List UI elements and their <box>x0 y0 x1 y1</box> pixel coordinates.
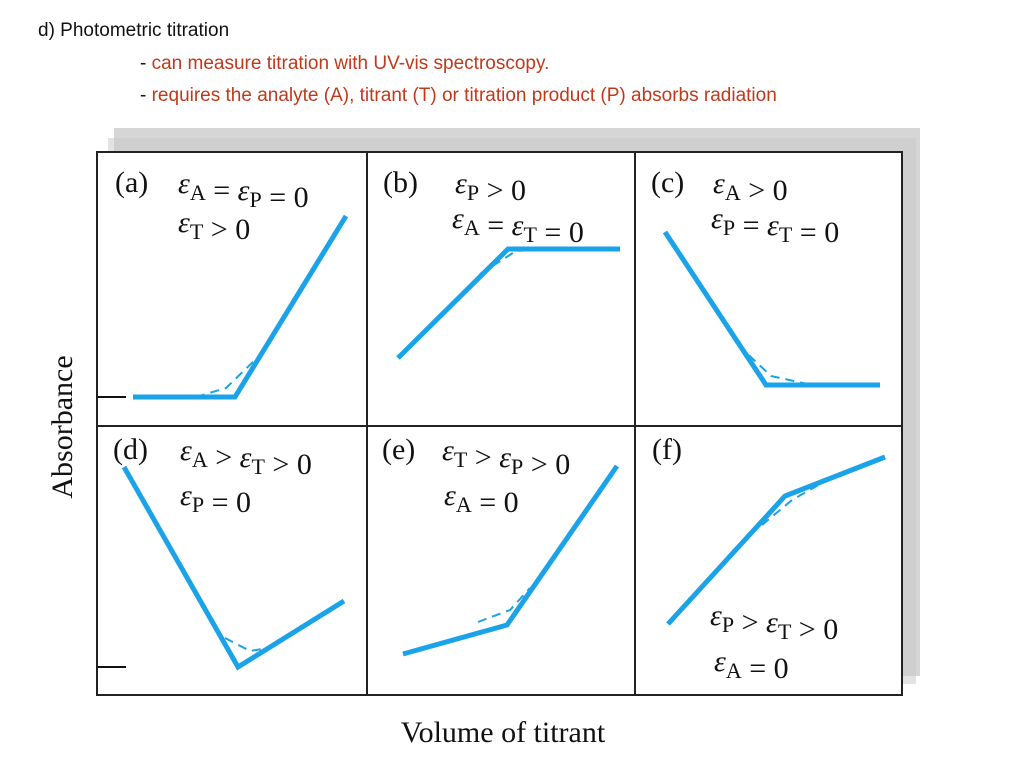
epsilon-symbol: ε <box>178 206 190 239</box>
condition-operator: > 0 <box>265 448 312 481</box>
panel-condition-d: εA > εT > 0 <box>180 434 312 481</box>
epsilon-subscript: A <box>192 447 208 472</box>
epsilon-symbol: ε <box>710 599 722 632</box>
titration-curve-a <box>133 214 349 400</box>
condition-operator: > 0 <box>479 174 526 207</box>
panel-condition-f: εA = 0 <box>714 645 789 685</box>
panel-condition-e: εT > εP > 0 <box>442 434 570 481</box>
condition-operator: > 0 <box>203 213 250 246</box>
condition-operator: = 0 <box>537 216 584 249</box>
condition-operator: = <box>480 209 512 242</box>
epsilon-subscript: A <box>456 492 472 517</box>
epsilon-symbol: ε <box>711 202 723 235</box>
panel-label-a: (a) <box>115 166 148 199</box>
bullet-point: - can measure titration with UV-vis spec… <box>140 53 549 75</box>
bullet-point: - requires the analyte (A), titrant (T) … <box>140 85 777 107</box>
epsilon-subscript: P <box>723 215 735 240</box>
x-axis-label: Volume of titrant <box>401 716 606 749</box>
panel-label-f: (f) <box>652 433 682 466</box>
epsilon-subscript: T <box>190 219 204 244</box>
figure-frame <box>96 151 903 696</box>
epsilon-subscript: P <box>467 180 479 205</box>
experimental-curve-e <box>477 587 531 623</box>
condition-operator: = 0 <box>204 486 251 519</box>
titration-curve-d <box>121 465 346 671</box>
panel-text-layer: (a) εA = εP = 0εT > 0(b) εP > 0εA = εT = 0… <box>113 166 839 685</box>
curves-layer <box>121 214 886 671</box>
epsilon-subscript: T <box>523 222 537 247</box>
condition-operator: = <box>206 174 238 207</box>
epsilon-subscript: P <box>192 492 204 517</box>
epsilon-subscript: A <box>464 215 480 240</box>
bullet-dash: - <box>140 85 152 106</box>
condition-operator: > <box>734 606 766 639</box>
epsilon-symbol: ε <box>238 174 250 207</box>
condition-operator: = 0 <box>472 486 519 519</box>
epsilon-subscript: T <box>778 619 792 644</box>
experimental-curve-f <box>761 482 823 526</box>
bullet-dash: - <box>140 53 152 74</box>
panel-label-c: (c) <box>651 166 684 199</box>
epsilon-symbol: ε <box>499 441 511 474</box>
epsilon-symbol: ε <box>240 441 252 474</box>
condition-operator: > 0 <box>791 613 838 646</box>
condition-operator: > <box>467 441 499 474</box>
epsilon-subscript: P <box>722 612 734 637</box>
epsilon-subscript: T <box>454 447 468 472</box>
panel-condition-f: εP > εT > 0 <box>710 599 838 646</box>
epsilon-symbol: ε <box>442 434 454 467</box>
condition-operator: > 0 <box>523 448 570 481</box>
epsilon-subscript: A <box>726 658 742 683</box>
panel-label-e: (e) <box>382 433 415 466</box>
titration-curve-f <box>666 454 886 626</box>
slide-heading: d) Photometric titration <box>38 20 230 41</box>
epsilon-symbol: ε <box>766 606 778 639</box>
condition-operator: = <box>735 209 767 242</box>
titration-curve-e <box>402 464 620 657</box>
panel-label-d: (d) <box>113 433 148 466</box>
panel-condition-c: εA > 0 <box>713 167 788 207</box>
epsilon-symbol: ε <box>714 645 726 678</box>
epsilon-symbol: ε <box>178 167 190 200</box>
epsilon-symbol: ε <box>180 479 192 512</box>
epsilon-symbol: ε <box>455 167 467 200</box>
epsilon-symbol: ε <box>444 479 456 512</box>
titration-curve-b <box>396 246 620 360</box>
panel-condition-d: εP = 0 <box>180 479 251 519</box>
titration-curve-c <box>662 230 880 388</box>
bullet-text: can measure titration with UV-vis spectr… <box>151 53 550 74</box>
panel-label-b: (b) <box>383 166 418 199</box>
epsilon-symbol: ε <box>767 209 779 242</box>
epsilon-symbol: ε <box>452 202 464 235</box>
epsilon-subscript: T <box>251 454 265 479</box>
panel-condition-e: εA = 0 <box>444 479 519 519</box>
panel-condition-b: εA = εT = 0 <box>452 202 584 249</box>
experimental-curve-b <box>479 248 549 275</box>
epsilon-symbol: ε <box>512 209 524 242</box>
condition-operator: > 0 <box>741 174 788 207</box>
panel-condition-a: εA = εP = 0 <box>178 167 309 214</box>
condition-operator: = 0 <box>262 181 309 214</box>
epsilon-symbol: ε <box>180 434 192 467</box>
experimental-curve-c <box>737 344 813 386</box>
condition-operator: = 0 <box>792 216 839 249</box>
condition-operator: > <box>208 441 240 474</box>
panel-condition-a: εT > 0 <box>178 206 250 246</box>
epsilon-subscript: A <box>190 180 206 205</box>
epsilon-subscript: A <box>725 180 741 205</box>
panel-condition-c: εP = εT = 0 <box>711 202 839 249</box>
epsilon-subscript: P <box>511 454 523 479</box>
condition-operator: = 0 <box>742 652 789 685</box>
experimental-curve-a <box>195 356 259 398</box>
epsilon-subscript: P <box>249 187 261 212</box>
epsilon-symbol: ε <box>713 167 725 200</box>
epsilon-subscript: T <box>779 222 793 247</box>
bullet-text: requires the analyte (A), titrant (T) or… <box>151 85 777 106</box>
panel-condition-b: εP > 0 <box>455 167 526 207</box>
y-axis-label: Absorbance <box>46 355 79 498</box>
